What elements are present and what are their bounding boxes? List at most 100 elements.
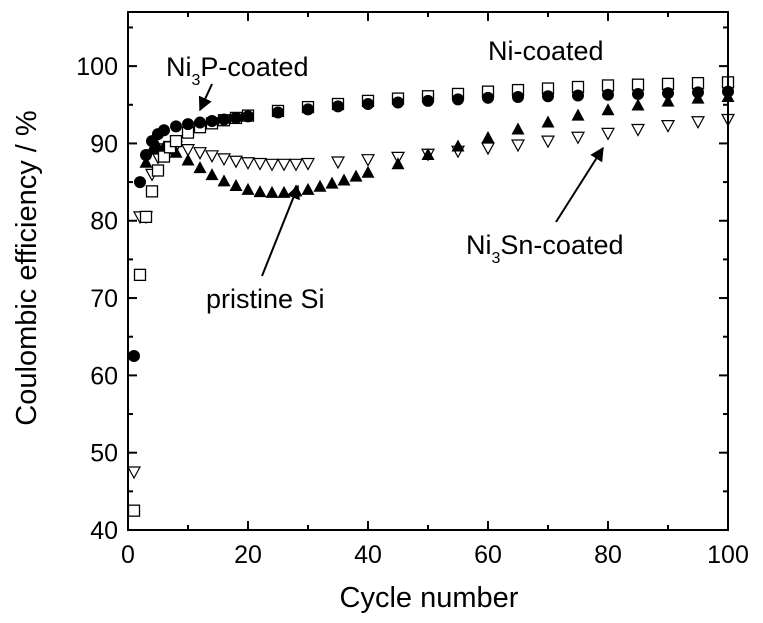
point-pristine <box>421 148 435 161</box>
point-ni3sn <box>540 135 556 149</box>
point-pristine <box>661 94 675 107</box>
y-tick-label: 70 <box>90 285 118 313</box>
point-ni <box>133 268 147 282</box>
y-tick-label: 40 <box>90 517 118 545</box>
point-ni3sn <box>300 157 316 171</box>
label-ni-coated: Ni-coated <box>488 36 604 66</box>
arrow-ni3p <box>198 83 213 112</box>
x-tick-label: 100 <box>707 541 749 569</box>
point-ni <box>145 185 159 198</box>
point-ni3p <box>662 87 674 100</box>
y-tick-label: 80 <box>90 208 118 236</box>
point-ni <box>169 134 183 148</box>
point-pristine <box>253 185 267 198</box>
label-ni3sn-post: Sn-coated <box>500 230 623 260</box>
point-pristine <box>277 185 291 198</box>
point-ni3sn <box>204 150 220 164</box>
point-ni3sn <box>276 158 292 172</box>
point-pristine <box>349 169 363 182</box>
point-ni3p <box>602 88 614 101</box>
point-ni3sn <box>690 116 706 130</box>
point-ni3p <box>362 98 374 111</box>
point-pristine <box>361 165 375 178</box>
point-ni3p <box>452 93 464 106</box>
point-pristine <box>601 103 615 116</box>
label-ni3p-post: P-coated <box>200 52 308 82</box>
point-ni3sn <box>570 131 586 145</box>
point-ni3sn <box>360 154 376 167</box>
axis-ticks: 0 20 40 60 80 100 40 50 60 70 80 90 100 <box>76 12 749 569</box>
point-ni3p <box>392 96 404 109</box>
label-ni3sn-coated: Ni3Sn-coated <box>466 230 624 267</box>
point-ni3sn <box>660 120 676 133</box>
label-ni3p-sub: 3 <box>192 72 201 89</box>
point-pristine <box>265 185 279 198</box>
point-ni3sn <box>252 157 268 171</box>
y-tick-label: 60 <box>90 362 118 390</box>
point-ni3p <box>134 176 146 189</box>
point-ni3p <box>302 103 314 116</box>
x-tick-label: 20 <box>234 541 262 569</box>
point-pristine <box>631 98 645 111</box>
point-pristine <box>193 161 207 174</box>
x-tick-label: 0 <box>121 541 135 569</box>
point-pristine <box>301 182 315 195</box>
point-ni3p <box>182 118 194 131</box>
point-ni3p <box>242 110 254 123</box>
point-pristine <box>325 176 339 189</box>
point-ni3p <box>632 87 644 100</box>
point-ni3p <box>128 350 140 363</box>
point-ni3sn <box>264 158 280 172</box>
point-ni3p <box>218 113 230 126</box>
point-ni3sn <box>126 466 142 480</box>
point-pristine <box>337 173 351 186</box>
point-pristine <box>139 155 153 168</box>
label-ni3p-coated: Ni3P-coated <box>166 52 308 89</box>
point-ni3p <box>332 100 344 113</box>
point-ni3p <box>542 90 554 103</box>
point-pristine <box>451 139 465 152</box>
point-pristine <box>313 179 327 192</box>
point-pristine <box>181 153 195 166</box>
arrow-ni3sn <box>555 146 604 223</box>
point-ni3p <box>194 116 206 129</box>
point-ni3sn <box>180 144 196 157</box>
point-ni3p <box>140 149 152 162</box>
point-ni3p <box>206 115 218 128</box>
point-ni3sn <box>630 123 646 137</box>
point-ni3sn <box>240 157 256 171</box>
point-pristine <box>481 131 495 144</box>
y-tick-label: 100 <box>76 53 118 81</box>
x-tick-label: 60 <box>474 541 502 569</box>
point-ni3p <box>422 94 434 107</box>
y-tick-label: 50 <box>90 440 118 468</box>
label-ni3sn-pre: Ni <box>466 230 492 260</box>
arrow-pristine <box>261 184 300 277</box>
point-ni3sn <box>216 153 232 167</box>
point-pristine <box>391 157 405 170</box>
point-pristine <box>217 174 231 187</box>
label-pristine-si: pristine Si <box>206 284 325 314</box>
x-axis-title: Cycle number <box>340 582 519 614</box>
point-ni3p <box>272 106 284 119</box>
point-ni3sn <box>228 155 244 169</box>
point-ni3sn <box>330 156 346 170</box>
point-ni3p <box>572 89 584 102</box>
point-pristine <box>205 168 219 181</box>
point-ni <box>151 164 165 177</box>
label-ni3sn-sub: 3 <box>492 250 501 267</box>
y-tick-label: 90 <box>90 130 118 158</box>
point-pristine <box>241 182 255 195</box>
point-pristine <box>229 178 243 191</box>
point-ni3sn <box>288 158 304 172</box>
point-ni3sn <box>510 139 526 153</box>
point-ni <box>139 210 153 224</box>
point-ni <box>127 504 141 517</box>
point-ni3p <box>482 91 494 104</box>
point-ni3p <box>230 111 242 124</box>
point-ni3sn <box>192 147 208 160</box>
label-ni3p-pre: Ni <box>166 52 192 82</box>
point-pristine <box>511 122 525 135</box>
point-ni3p <box>170 120 182 133</box>
